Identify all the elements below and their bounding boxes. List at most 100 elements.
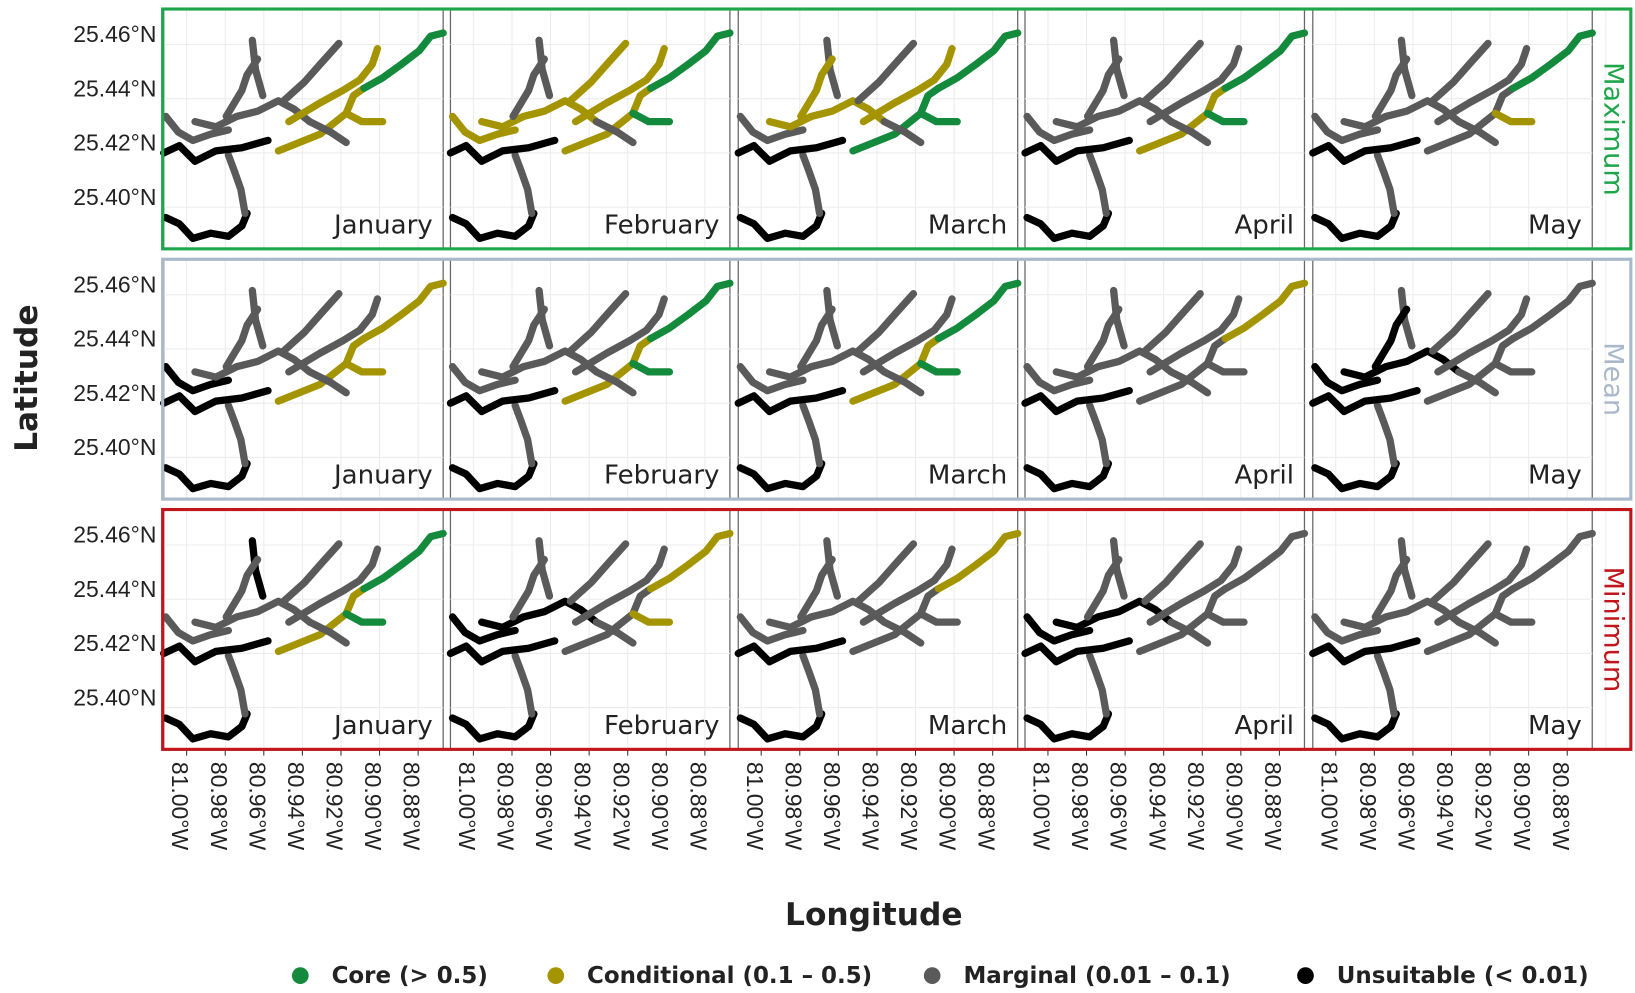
- river-segment: [285, 44, 382, 126]
- river-segment: [647, 29, 734, 92]
- river-segment: [1340, 597, 1463, 632]
- month-label: May: [1528, 711, 1582, 741]
- row-frame: [161, 7, 1633, 251]
- river-segment: [446, 136, 559, 165]
- x-tick-label: 80.98°W: [206, 762, 232, 851]
- river-segment: [446, 637, 559, 666]
- river-segment: [629, 359, 674, 376]
- river-segment: [1109, 286, 1128, 350]
- river-segment: [285, 545, 382, 626]
- river-segment: [191, 347, 314, 381]
- month-label: February: [604, 461, 719, 491]
- river-segment: [1311, 209, 1400, 243]
- x-tick-label: 80.90°W: [935, 762, 961, 851]
- river-segment: [1083, 555, 1123, 621]
- river-segment: [734, 387, 847, 416]
- river-segment: [917, 610, 961, 626]
- river-segment: [306, 117, 350, 147]
- river-segment: [736, 613, 807, 645]
- month-label: January: [332, 210, 433, 240]
- river-segment: [511, 401, 536, 468]
- x-tick-label: 81.00°W: [1316, 762, 1342, 851]
- river-segment: [629, 109, 674, 126]
- x-tick-label: 80.98°W: [780, 762, 806, 851]
- x-tick-label: 80.92°W: [322, 762, 348, 851]
- river-segment: [1023, 112, 1094, 145]
- river-segment: [1086, 151, 1110, 218]
- y-tick-label: 25.40°N: [73, 184, 156, 210]
- row-frame: [161, 507, 1633, 751]
- river-segment: [248, 286, 267, 350]
- river-segment: [1340, 347, 1463, 381]
- river-segment: [1052, 97, 1175, 131]
- y-tick-label: 25.40°N: [73, 684, 156, 710]
- river-segment: [1509, 529, 1596, 593]
- y-tick-label: 25.40°N: [73, 434, 156, 460]
- river-network: [446, 259, 744, 500]
- river-segment: [160, 637, 272, 666]
- river-segment: [509, 55, 548, 121]
- legend-swatch: [923, 967, 941, 984]
- river-segment: [571, 295, 668, 376]
- river-segment: [917, 109, 961, 126]
- river-network: [1309, 259, 1607, 500]
- river-segment: [191, 597, 314, 632]
- y-tick-label: 25.44°N: [73, 75, 156, 101]
- river-segment: [360, 29, 447, 92]
- river-segment: [859, 545, 956, 626]
- river-segment: [1373, 651, 1398, 718]
- river-segment: [1311, 460, 1400, 493]
- river-segment: [592, 618, 637, 647]
- river-segment: [1309, 136, 1421, 165]
- river-segment: [1086, 651, 1110, 718]
- river-segment: [478, 347, 601, 381]
- river-segment: [448, 209, 538, 243]
- river-segment: [823, 286, 841, 350]
- river-segment: [734, 637, 847, 666]
- legend-swatch: [291, 967, 309, 984]
- river-segment: [1023, 209, 1113, 243]
- river-segment: [279, 540, 343, 605]
- month-label: April: [1234, 210, 1294, 240]
- river-segment: [1509, 29, 1596, 92]
- x-tick-label: 80.94°W: [858, 762, 884, 851]
- river-segment: [279, 290, 343, 355]
- y-tick-label: 25.46°N: [73, 21, 156, 47]
- river-segment: [571, 44, 668, 126]
- river-segment: [1203, 610, 1248, 626]
- river-segment: [566, 290, 630, 355]
- river-segment: [1371, 305, 1411, 371]
- x-tick-label: 80.92°W: [1471, 762, 1497, 851]
- y-axis-title: Latitude: [9, 304, 45, 451]
- river-segment: [1397, 286, 1416, 350]
- river-segment: [448, 613, 519, 645]
- river-segment: [859, 44, 956, 126]
- river-segment: [647, 529, 734, 593]
- legend-label: Conditional (0.1 – 0.5): [587, 963, 872, 989]
- river-segment: [571, 545, 668, 626]
- river-segment: [1371, 55, 1411, 121]
- river-segment: [1371, 555, 1411, 621]
- x-tick-label: 80.96°W: [1106, 762, 1132, 851]
- map-panel: [163, 508, 444, 750]
- y-tick-label: 25.42°N: [73, 380, 156, 406]
- river-segment: [248, 537, 267, 600]
- river-segment: [160, 136, 272, 165]
- row-label: Mean: [1598, 342, 1629, 416]
- river-segment: [342, 610, 387, 626]
- river-segment: [1373, 401, 1398, 468]
- river-segment: [799, 151, 824, 218]
- month-label: January: [332, 461, 433, 491]
- row-label: Maximum: [1598, 62, 1629, 196]
- river-segment: [1052, 347, 1175, 381]
- x-tick-label: 80.94°W: [1144, 762, 1170, 851]
- river-segment: [1021, 136, 1133, 165]
- river-segment: [1109, 36, 1128, 100]
- river-network: [1309, 509, 1607, 750]
- x-tick-label: 80.96°W: [819, 762, 845, 851]
- x-tick-label: 80.92°W: [1183, 762, 1209, 851]
- river-segment: [797, 305, 836, 371]
- river-segment: [1086, 401, 1110, 468]
- x-axis-title: Longitude: [785, 897, 963, 933]
